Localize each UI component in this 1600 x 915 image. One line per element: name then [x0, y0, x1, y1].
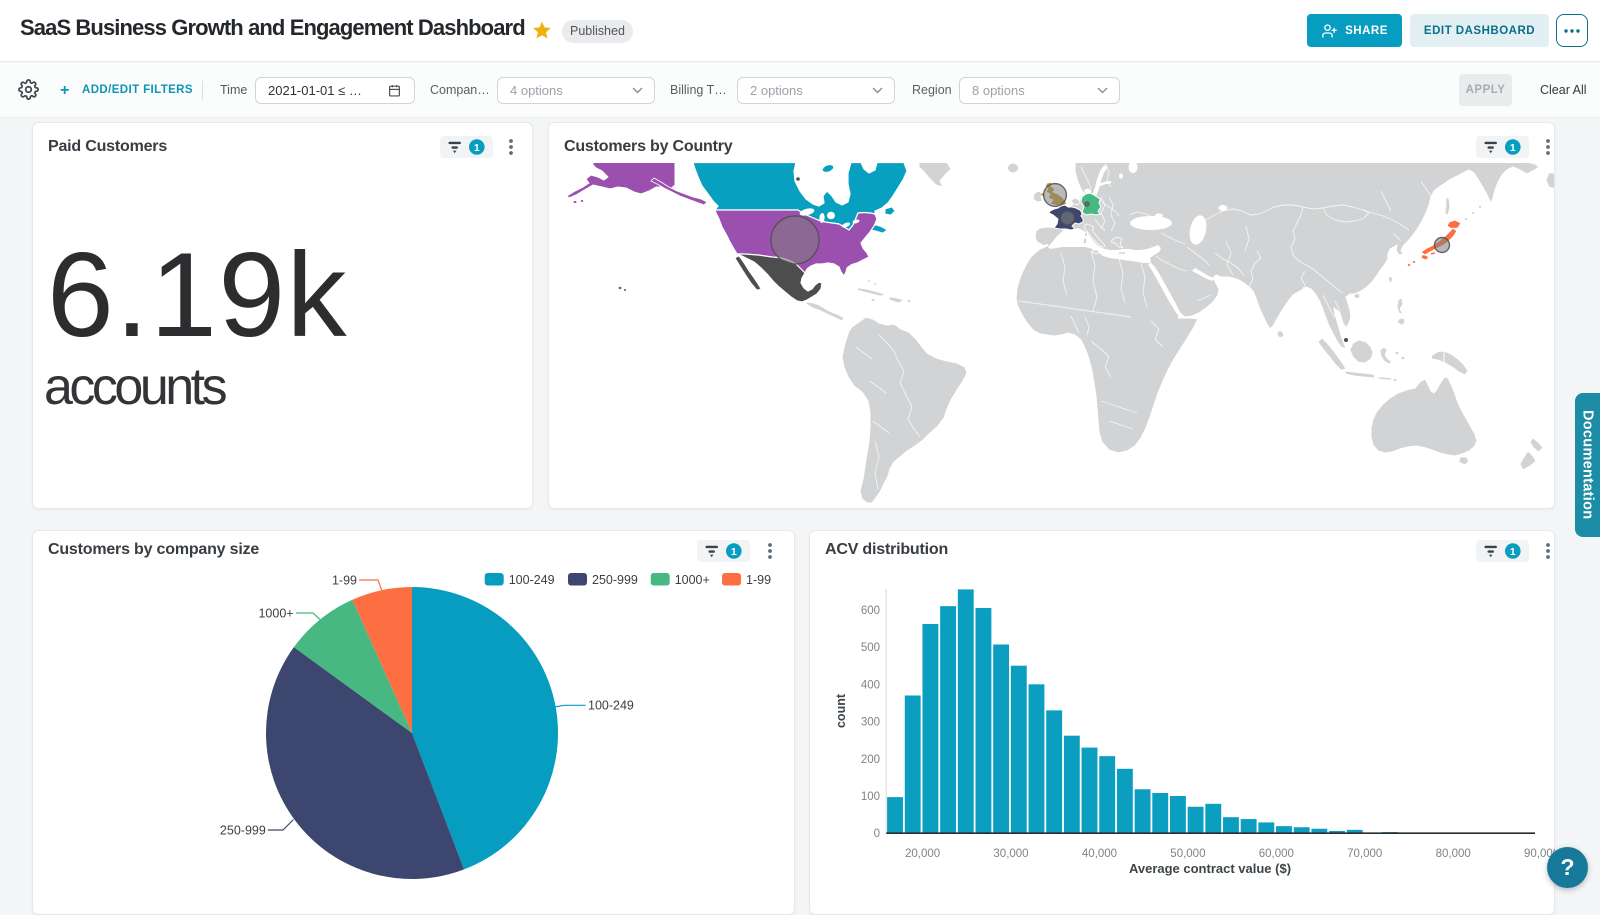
svg-text:1: 1 — [474, 142, 480, 154]
svg-text:90,000: 90,000 — [1524, 848, 1555, 860]
svg-text:400: 400 — [861, 679, 880, 691]
svg-text:0: 0 — [874, 828, 880, 840]
svg-text:100-249: 100-249 — [588, 699, 634, 713]
svg-text:count: count — [834, 693, 848, 728]
svg-text:Average contract value ($): Average contract value ($) — [1129, 861, 1291, 876]
svg-text:1: 1 — [1510, 142, 1516, 154]
svg-text:500: 500 — [861, 642, 880, 654]
svg-text:80,000: 80,000 — [1436, 848, 1471, 860]
svg-text:60,000: 60,000 — [1259, 848, 1294, 860]
svg-text:100: 100 — [861, 791, 880, 803]
svg-text:100-249: 100-249 — [509, 573, 555, 587]
svg-text:1000+: 1000+ — [258, 607, 293, 621]
svg-text:50,000: 50,000 — [1170, 848, 1205, 860]
svg-text:1000+: 1000+ — [675, 573, 710, 587]
svg-text:70,000: 70,000 — [1347, 848, 1382, 860]
svg-text:1-99: 1-99 — [746, 573, 771, 587]
svg-text:20,000: 20,000 — [905, 848, 940, 860]
svg-text:250-999: 250-999 — [220, 824, 266, 838]
svg-text:1: 1 — [731, 546, 737, 558]
svg-text:300: 300 — [861, 717, 880, 729]
svg-text:40,000: 40,000 — [1082, 848, 1117, 860]
svg-text:1-99: 1-99 — [332, 574, 357, 588]
svg-text:250-999: 250-999 — [592, 573, 638, 587]
svg-text:1: 1 — [1510, 546, 1516, 558]
svg-text:200: 200 — [861, 754, 880, 766]
svg-text:600: 600 — [861, 605, 880, 617]
svg-text:30,000: 30,000 — [993, 848, 1028, 860]
